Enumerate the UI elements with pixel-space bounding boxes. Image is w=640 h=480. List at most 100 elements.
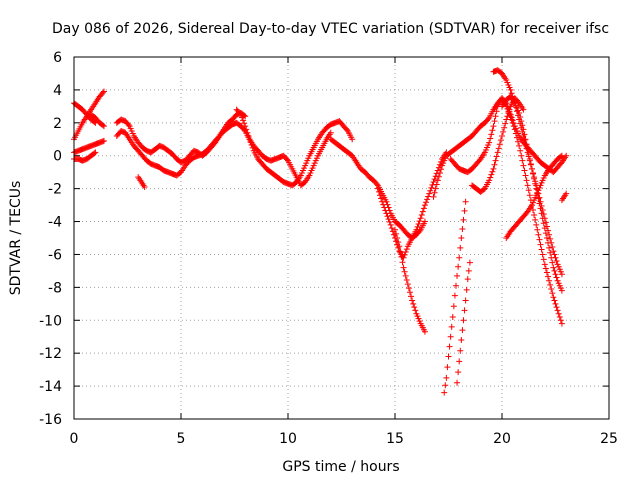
data-point (547, 281, 554, 288)
data-point (543, 269, 550, 276)
data-point (392, 226, 398, 233)
data-point (410, 300, 417, 307)
data-point (551, 297, 558, 304)
data-point (533, 221, 540, 228)
y-tick-label: -4 (48, 215, 62, 231)
series-arc-8 (135, 174, 148, 190)
data-point (499, 132, 505, 139)
data-point (240, 117, 247, 124)
data-point (517, 114, 524, 121)
data-point (487, 135, 494, 142)
data-point (532, 180, 539, 187)
data-point (408, 293, 415, 300)
data-point (488, 171, 495, 178)
data-point (403, 246, 410, 253)
data-point (415, 221, 422, 228)
data-point (449, 313, 456, 320)
data-point (242, 113, 249, 120)
data-point (451, 292, 458, 299)
data-point (521, 137, 528, 144)
data-point (535, 195, 542, 202)
series-arc-1 (71, 100, 99, 126)
data-point (551, 267, 558, 274)
data-point (496, 141, 503, 148)
data-point (533, 185, 540, 192)
series-arc-16 (441, 198, 469, 396)
y-tick-label: -8 (48, 280, 62, 296)
data-point (522, 172, 529, 179)
data-point (425, 193, 432, 200)
data-point (402, 248, 409, 255)
axis-ticks (73, 56, 610, 420)
series-arc-2 (71, 88, 107, 143)
data-point (497, 137, 504, 144)
data-point (381, 204, 388, 211)
data-point (546, 231, 553, 238)
data-point (383, 210, 390, 217)
data-point (460, 216, 467, 223)
series-arc-5 (88, 111, 107, 130)
data-point (526, 192, 533, 199)
data-point (241, 120, 248, 127)
series-arc-15 (447, 95, 570, 176)
data-point (530, 170, 537, 177)
series-arc-10 (242, 128, 334, 189)
data-point (91, 150, 98, 157)
data-point (552, 271, 559, 278)
y-tick-label: -10 (39, 313, 62, 329)
data-point (455, 369, 462, 376)
data-point (373, 181, 380, 188)
data-point (430, 179, 437, 186)
data-point (384, 213, 391, 220)
data-point (494, 149, 501, 156)
data-point (454, 379, 461, 386)
data-point (420, 205, 427, 212)
data-point (549, 244, 556, 251)
data-point (419, 208, 426, 215)
data-point (563, 190, 570, 197)
data-point (540, 256, 547, 263)
data-point (430, 193, 437, 200)
x-tick-label: 10 (279, 431, 297, 447)
data-point (454, 272, 461, 279)
data-point (375, 188, 382, 195)
data-point (382, 207, 389, 214)
data-point (236, 110, 243, 117)
data-point (511, 126, 518, 133)
data-point (378, 195, 385, 202)
data-point (552, 300, 559, 307)
data-point (441, 389, 448, 396)
data-point (537, 241, 544, 248)
plot-frame (73, 56, 610, 420)
data-point (448, 323, 455, 330)
x-tick-label: 20 (493, 431, 511, 447)
data-point (490, 165, 497, 172)
x-axis-label: GPS time / hours (282, 459, 399, 475)
data-point (491, 118, 498, 125)
data-point (401, 251, 408, 258)
series-arc-22 (499, 93, 565, 294)
x-tick-label: 25 (600, 431, 618, 447)
y-tick-label: 0 (53, 149, 62, 165)
y-tick-label: -6 (48, 247, 62, 263)
data-point (100, 88, 107, 95)
data-point (283, 156, 290, 163)
data-point (393, 230, 400, 237)
data-point (493, 153, 500, 160)
data-point (456, 358, 463, 365)
data-point (500, 128, 507, 135)
series-arc-23 (558, 190, 570, 204)
data-point (538, 210, 545, 217)
y-tick-label: 2 (53, 116, 62, 132)
chart-title: Day 086 of 2026, Sidereal Day-to-day VTE… (52, 21, 609, 37)
data-point (445, 353, 452, 360)
data-point (456, 254, 463, 261)
data-point (394, 235, 401, 241)
data-point (558, 287, 565, 294)
data-point (524, 146, 531, 153)
data-point (400, 264, 407, 271)
data-point (428, 184, 435, 191)
data-point (548, 286, 555, 293)
data-point (465, 267, 472, 274)
